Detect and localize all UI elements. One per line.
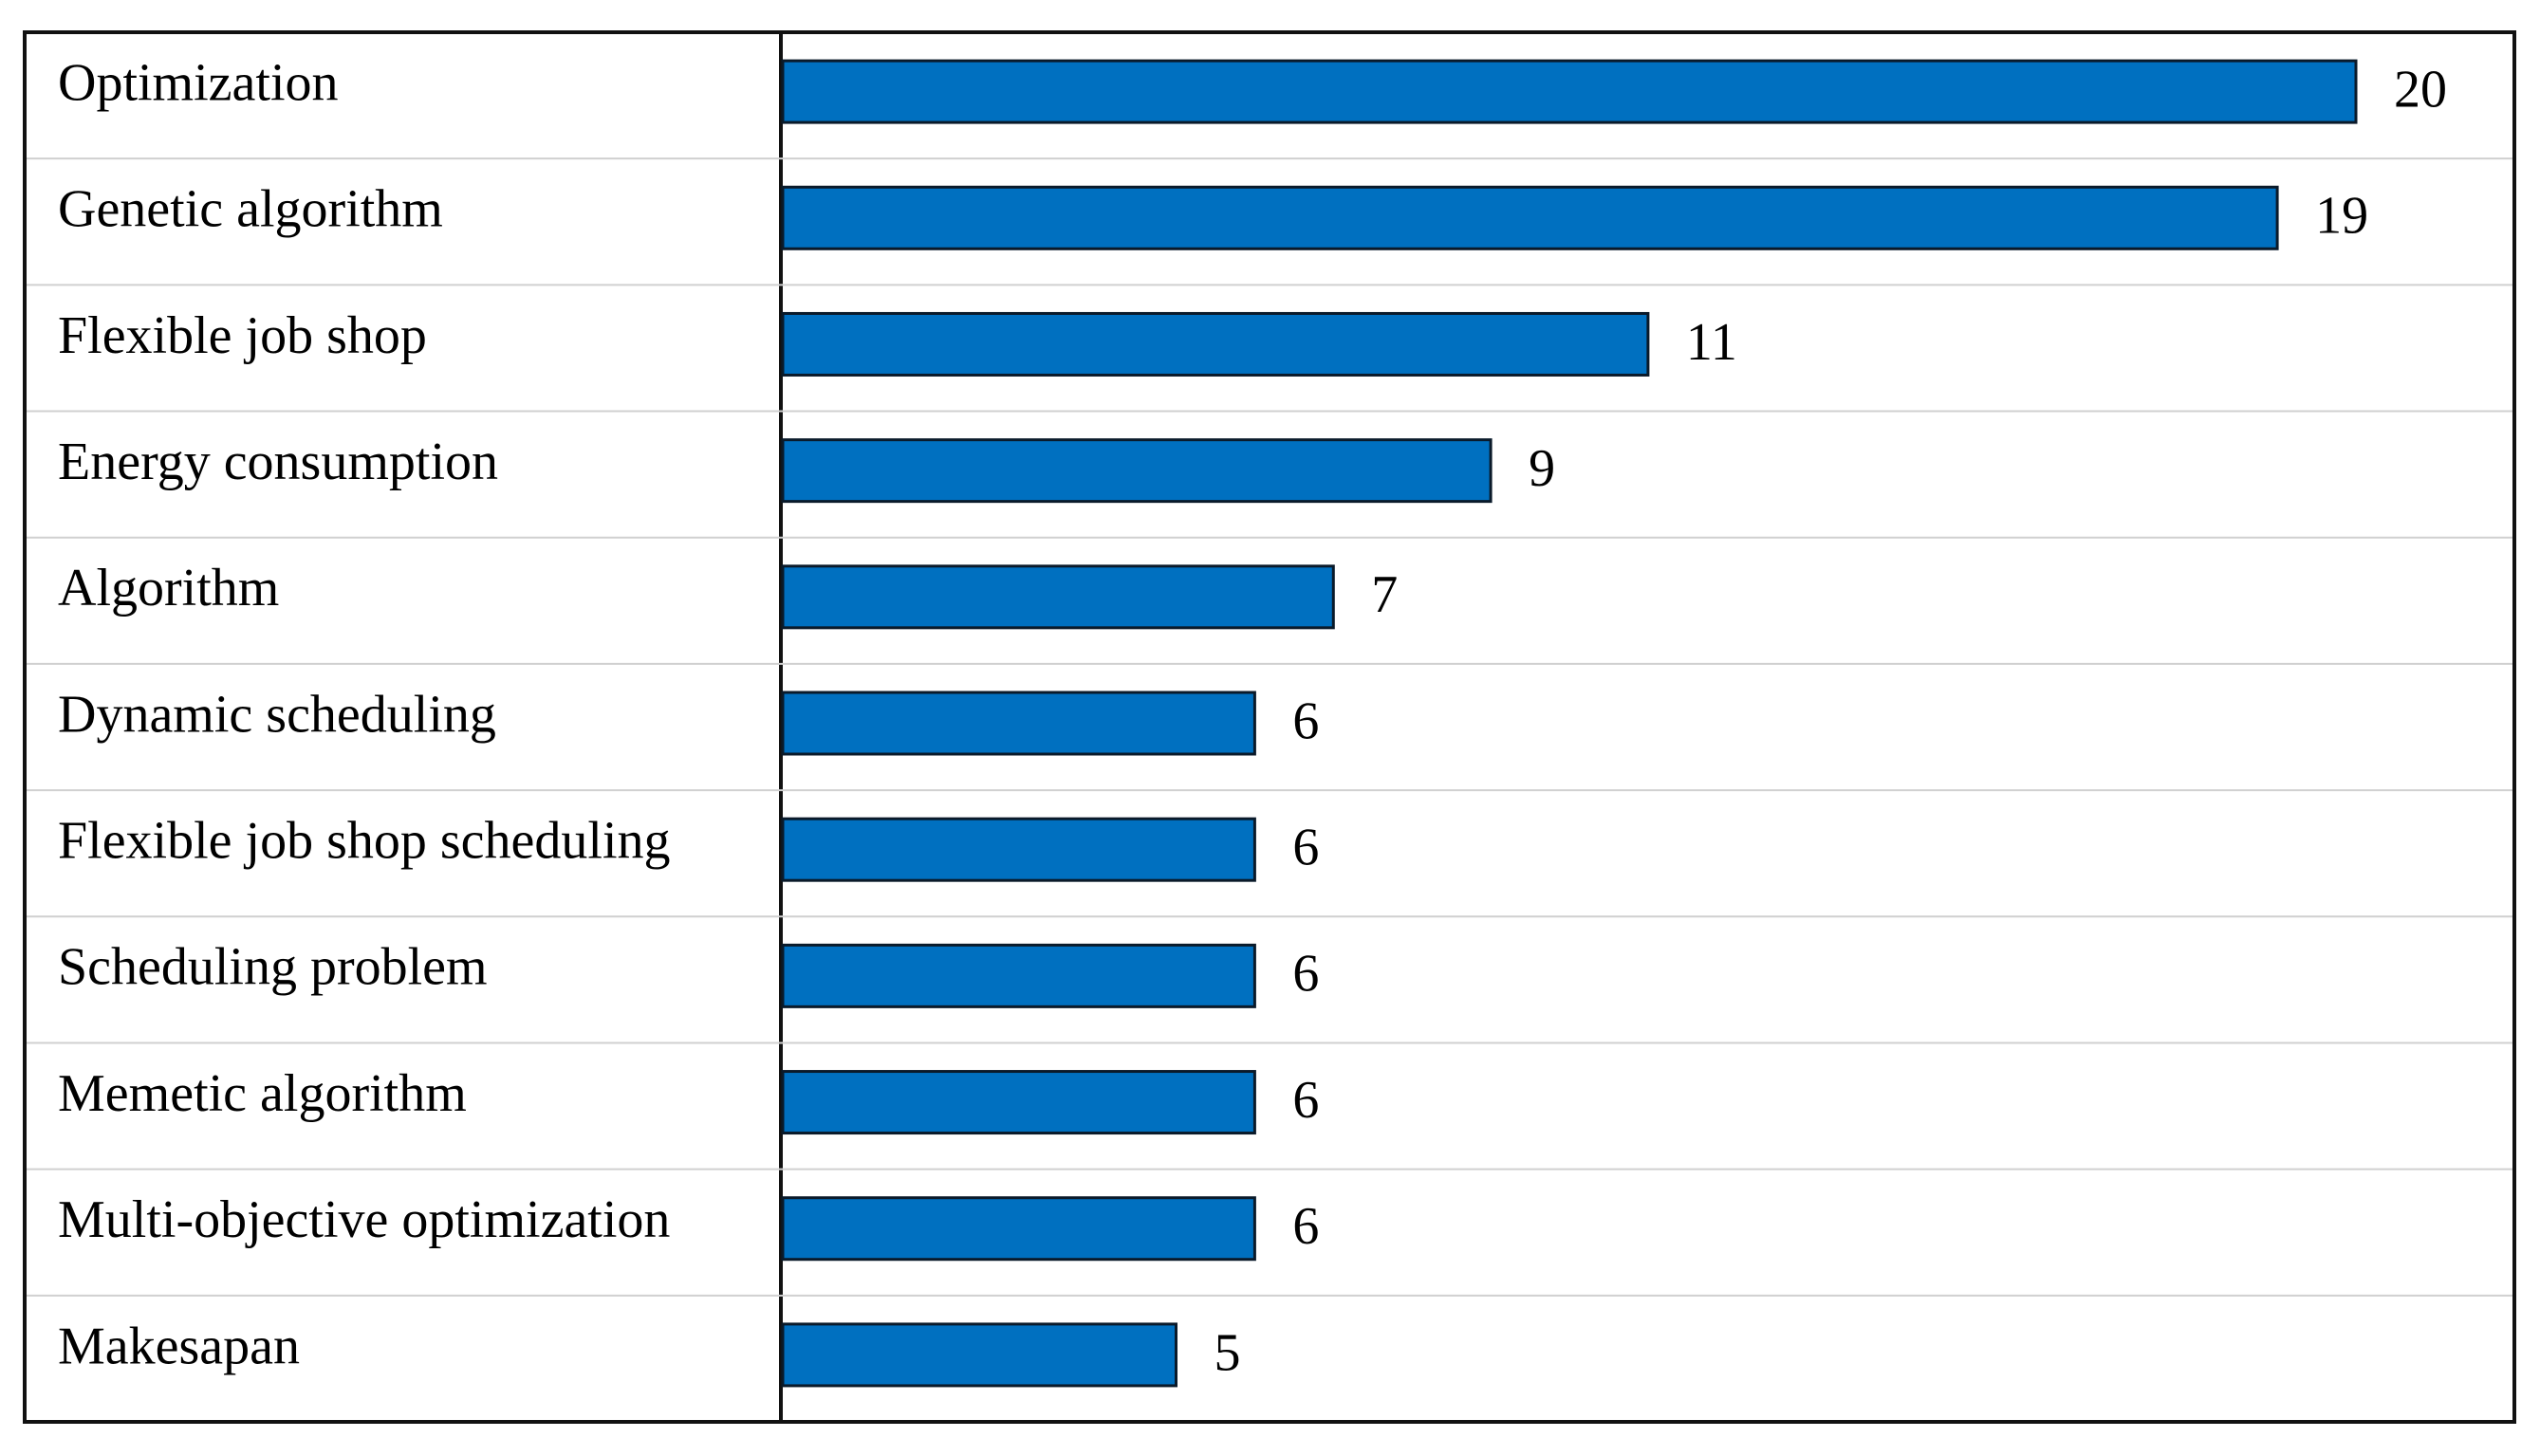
value-label: 20 xyxy=(2394,60,2447,119)
value-label: 9 xyxy=(1529,439,1555,498)
category-label: Flexible job shop xyxy=(58,306,427,365)
bar xyxy=(781,438,1492,504)
value-label: 7 xyxy=(1371,565,1398,624)
bar xyxy=(781,185,2279,250)
bar xyxy=(781,1322,1177,1388)
bar xyxy=(781,943,1256,1008)
bar xyxy=(781,1196,1256,1262)
category-label: Genetic algorithm xyxy=(58,180,443,239)
category-label: Scheduling problem xyxy=(58,938,488,997)
category-label: Flexible job shop scheduling xyxy=(58,812,671,871)
category-label: Multi-objective optimization xyxy=(58,1190,670,1249)
bar xyxy=(781,59,2358,124)
category-label: Algorithm xyxy=(58,559,279,617)
value-label: 6 xyxy=(1292,1197,1319,1256)
value-label: 19 xyxy=(2315,187,2368,246)
category-label: Energy consumption xyxy=(58,433,498,491)
category-label: Makesapan xyxy=(58,1317,300,1375)
bar xyxy=(781,691,1256,756)
category-label: Optimization xyxy=(58,53,339,112)
value-label: 5 xyxy=(1214,1323,1241,1382)
category-label: Dynamic scheduling xyxy=(58,685,496,744)
bar xyxy=(781,311,1650,377)
value-label: 6 xyxy=(1292,1071,1319,1130)
bar xyxy=(781,564,1335,630)
value-label: 6 xyxy=(1292,945,1319,1004)
bar xyxy=(781,817,1256,882)
value-label: 6 xyxy=(1292,819,1319,877)
category-label: Memetic algorithm xyxy=(58,1064,467,1123)
frame xyxy=(23,30,2516,1424)
value-label: 6 xyxy=(1292,691,1319,750)
value-label: 11 xyxy=(1686,313,1737,372)
bar xyxy=(781,1070,1256,1135)
